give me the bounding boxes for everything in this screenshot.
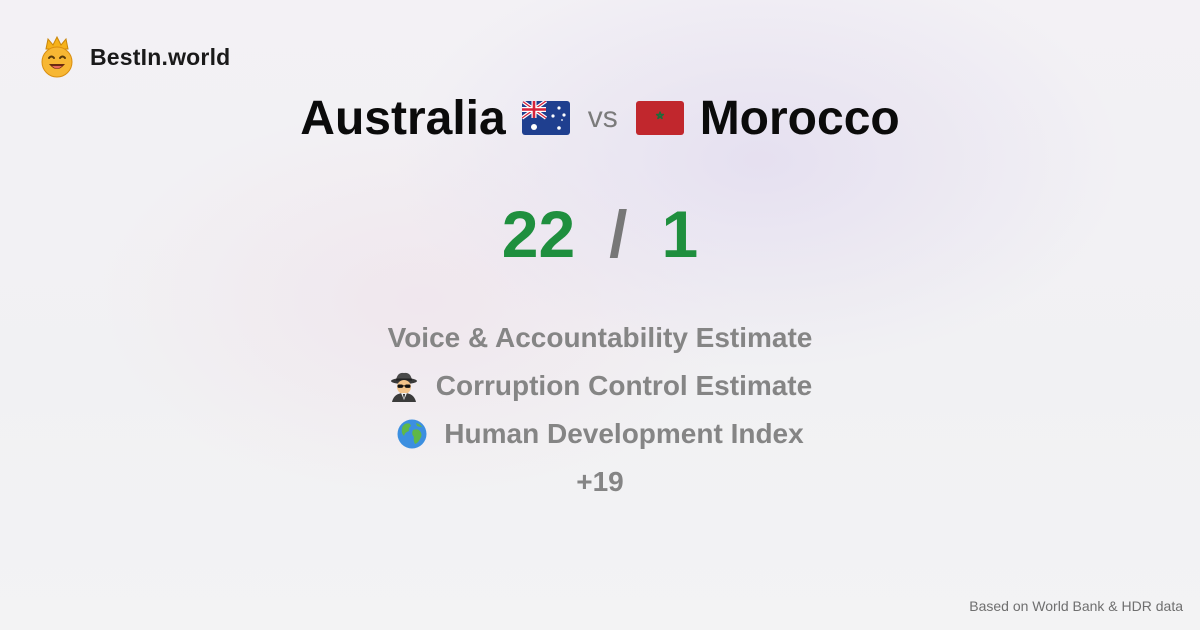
comparison-title: Australia vs Morocco [0,88,1200,148]
metric-item: Corruption Control Estimate [388,362,812,410]
data-source-note: Based on World Bank & HDR data [969,598,1183,614]
spy-icon [390,372,417,402]
left-score: 22 [501,197,576,271]
brand-name: BestIn.world [90,43,231,70]
brand[interactable]: BestIn.world [38,36,230,78]
crown-smiley-icon [41,36,73,78]
more-count: +19 [576,466,624,497]
vs-label: vs [587,101,618,134]
globe-icon [397,419,427,449]
right-score: 1 [661,197,699,271]
score-separator: / [609,197,628,271]
metric-label: Corruption Control Estimate [435,370,813,401]
metric-item: Human Development Index [396,410,804,458]
right-country-name: Morocco [699,91,900,145]
morocco-flag-icon [635,101,684,135]
australia-flag-icon [521,101,570,135]
score: 22 / 1 [0,192,1200,276]
metric-label: Human Development Index [444,418,804,449]
metric-item: Voice & Accountability Estimate [388,314,813,362]
left-country-name: Australia [300,91,506,145]
metric-label: Voice & Accountability Estimate [387,322,813,353]
metrics-list: Voice & Accountability Estimate Corrupti… [0,314,1200,506]
